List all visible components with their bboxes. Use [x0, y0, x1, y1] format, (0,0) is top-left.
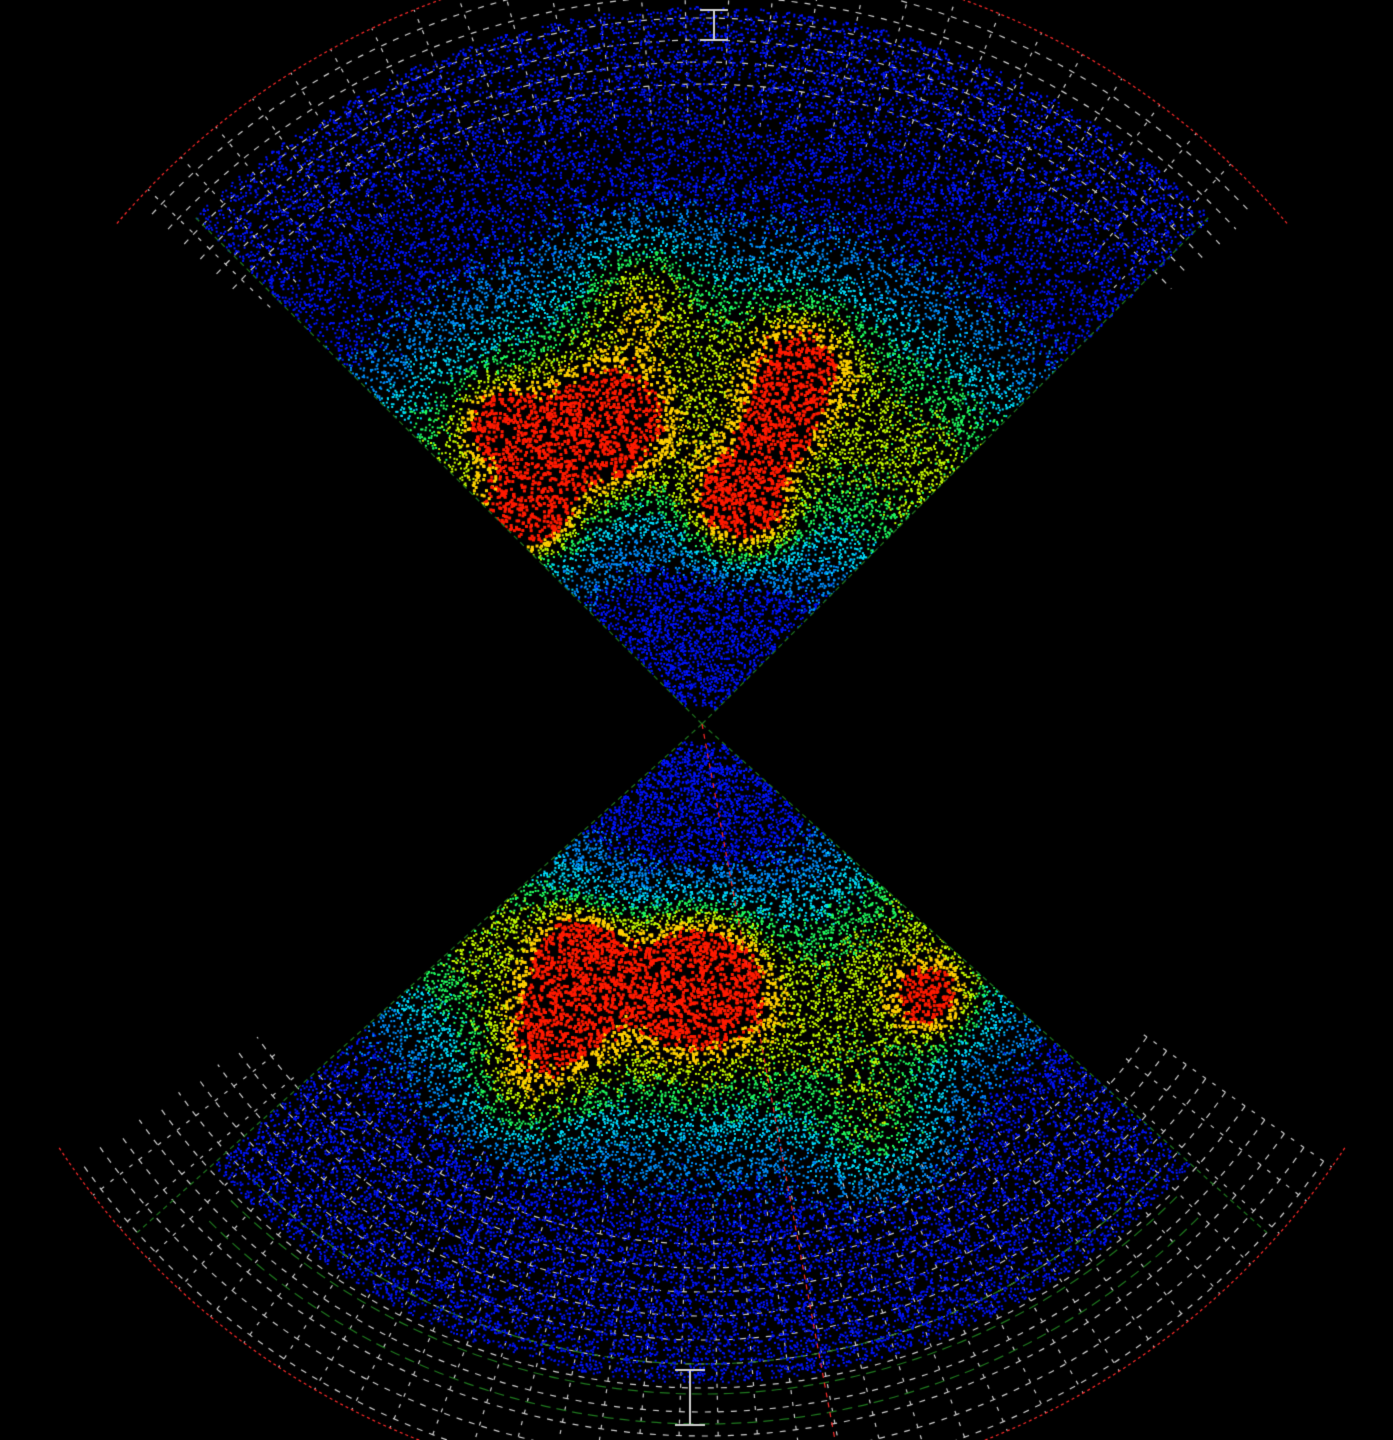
left-margin	[0, 0, 10, 1440]
